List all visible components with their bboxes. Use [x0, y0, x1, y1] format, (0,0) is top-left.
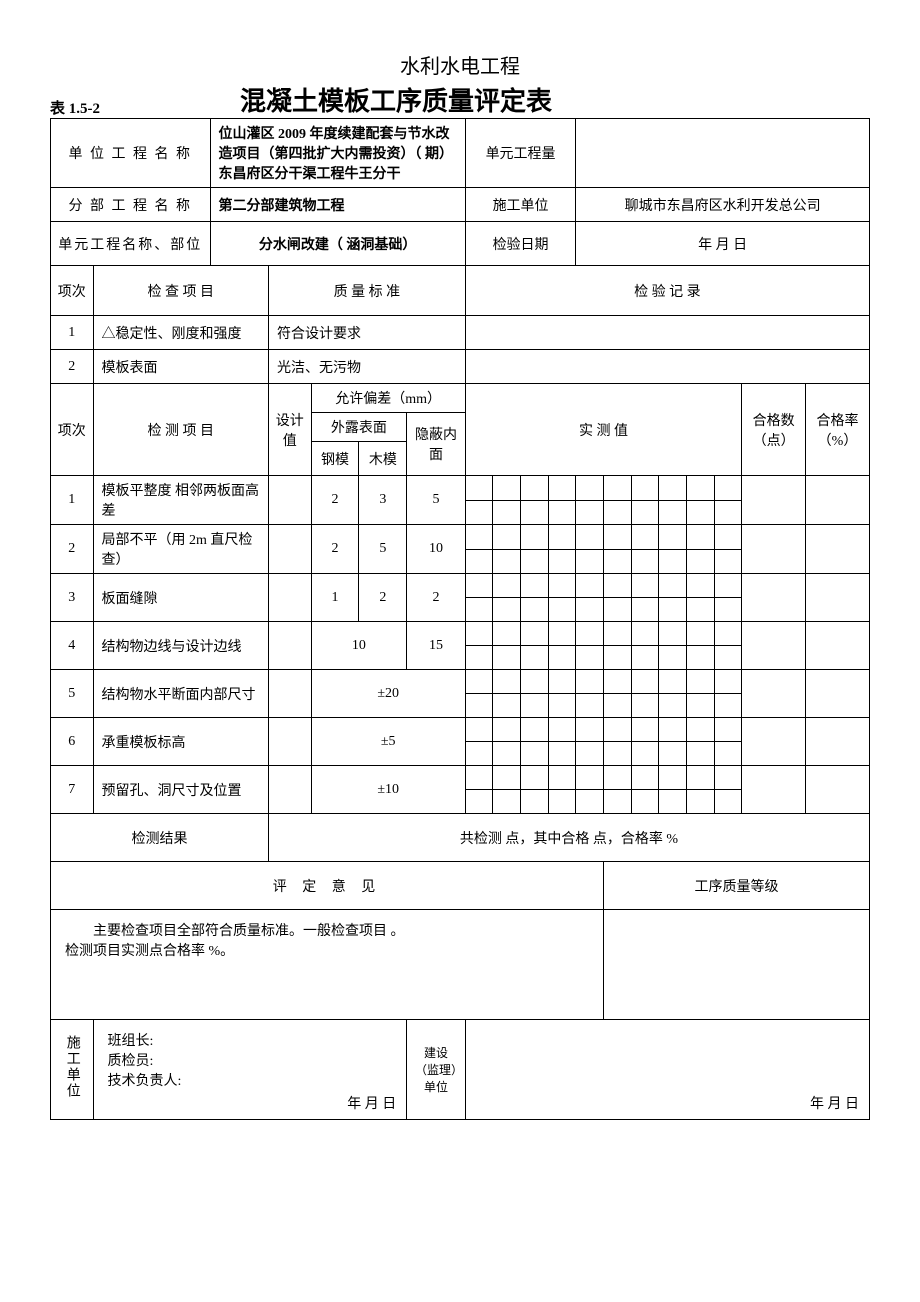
check-record	[465, 350, 869, 384]
division-name-label: 分 部 工 程 名 称	[51, 188, 211, 222]
evaluation-table: 单 位 工 程 名 称 位山灌区 2009 年度续建配套与节水改造项目（第四批扩…	[50, 118, 870, 1120]
measure-seq-header: 项次	[51, 384, 94, 476]
measure-tolerance-header: 允许偏差（mm）	[311, 384, 465, 413]
measure-wood: 2	[359, 574, 407, 622]
unit-project-name-label: 单 位 工 程 名 称	[51, 119, 211, 188]
measure-steel: 2	[311, 525, 359, 574]
unit-part: 分水闸改建（ 涵洞基础）	[210, 222, 465, 266]
measured-cell	[465, 476, 493, 501]
measure-seq: 2	[51, 525, 94, 574]
measure-wood: 5	[359, 525, 407, 574]
opinion-line1: 主要检查项目全部符合质量标准。一般检查项目 。	[65, 920, 589, 940]
supervisor-label: 建设（监理）单位	[407, 1020, 466, 1120]
result-label: 检测结果	[51, 814, 269, 862]
measure-full: ±5	[311, 718, 465, 766]
measure-item: 结构物水平断面内部尺寸	[93, 670, 269, 718]
measure-item: 结构物边线与设计边线	[93, 622, 269, 670]
check-std: 符合设计要求	[269, 316, 466, 350]
tech-lead: 技术负责人:	[108, 1070, 393, 1090]
check-item-header: 检 查 项 目	[93, 266, 269, 316]
measure-passcount-header: 合格数（点）	[742, 384, 806, 476]
measure-combined: 10	[311, 622, 407, 670]
grade-label: 工序质量等级	[603, 862, 869, 910]
hidden-header: 隐蔽内面	[407, 413, 466, 476]
check-seq: 2	[51, 350, 94, 384]
measure-seq: 7	[51, 766, 94, 814]
measure-seq: 4	[51, 622, 94, 670]
exposed-header: 外露表面	[311, 413, 407, 442]
measure-item: 局部不平（用 2m 直尺检查）	[93, 525, 269, 574]
grade-value	[603, 910, 869, 1020]
measure-row: 5 结构物水平断面内部尺寸 ±20	[51, 670, 870, 694]
measure-full: ±10	[311, 766, 465, 814]
check-record-header: 检 验 记 录	[465, 266, 869, 316]
measure-row: 1 模板平整度 相邻两板面高差 2 3 5	[51, 476, 870, 501]
measure-design	[269, 476, 312, 525]
measure-design-header: 设计值	[269, 384, 312, 476]
measure-row: 3 板面缝隙 1 2 2	[51, 574, 870, 598]
measure-hidden: 5	[407, 476, 466, 525]
unit-quantity-label: 单元工程量	[465, 119, 576, 188]
measure-hidden: 10	[407, 525, 466, 574]
check-standard-header: 质 量 标 准	[269, 266, 466, 316]
check-record	[465, 316, 869, 350]
inspect-date: 年 月 日	[576, 222, 870, 266]
measure-hidden: 2	[407, 574, 466, 622]
division-name: 第二分部建筑物工程	[210, 188, 465, 222]
measure-item-header: 检 测 项 目	[93, 384, 269, 476]
measure-row: 6 承重模板标高 ±5	[51, 718, 870, 742]
inspect-date-label: 检验日期	[465, 222, 576, 266]
sign-date-1: 年 月 日	[347, 1093, 396, 1113]
measure-seq: 3	[51, 574, 94, 622]
sign-date-2: 年 月 日	[810, 1093, 859, 1113]
measure-row: 2 局部不平（用 2m 直尺检查） 2 5 10	[51, 525, 870, 550]
check-seq-header: 项次	[51, 266, 94, 316]
constructor-sign-block: 班组长: 质检员: 技术负责人: 年 月 日	[93, 1020, 407, 1120]
unit-part-label: 单元工程名称、部位	[51, 222, 211, 266]
unit-project-name: 位山灌区 2009 年度续建配套与节水改造项目（第四批扩大内需投资）（ 期）东昌…	[210, 119, 465, 188]
measure-steel: 1	[311, 574, 359, 622]
team-leader: 班组长:	[108, 1030, 393, 1050]
main-title: 混凝土模板工序质量评定表	[200, 81, 870, 118]
measure-item: 预留孔、洞尺寸及位置	[93, 766, 269, 814]
measure-value-header: 实 测 值	[465, 384, 741, 476]
constructor-label: 施工单位	[465, 188, 576, 222]
measure-item: 承重模板标高	[93, 718, 269, 766]
measure-row: 4 结构物边线与设计边线 10 15	[51, 622, 870, 646]
steel-header: 钢模	[311, 442, 359, 476]
measure-item: 模板平整度 相邻两板面高差	[93, 476, 269, 525]
check-item: △稳定性、刚度和强度	[93, 316, 269, 350]
measure-passrate-header: 合格率（%）	[806, 384, 870, 476]
qc-inspector: 质检员:	[108, 1050, 393, 1070]
measure-row: 7 预留孔、洞尺寸及位置 ±10	[51, 766, 870, 790]
constructor-value: 聊城市东昌府区水利开发总公司	[576, 188, 870, 222]
check-seq: 1	[51, 316, 94, 350]
passrate-cell	[806, 476, 870, 525]
measure-wood: 3	[359, 476, 407, 525]
opinion-body: 主要检查项目全部符合质量标准。一般检查项目 。 检测项目实测点合格率 %。	[51, 910, 604, 1020]
result-text: 共检测 点，其中合格 点，合格率 %	[269, 814, 870, 862]
supervisor-sign-block: 年 月 日	[465, 1020, 869, 1120]
measure-seq: 6	[51, 718, 94, 766]
measure-seq: 5	[51, 670, 94, 718]
opinion-line2: 检测项目实测点合格率 %。	[65, 940, 589, 960]
wood-header: 木模	[359, 442, 407, 476]
measure-steel: 2	[311, 476, 359, 525]
passcount-cell	[742, 476, 806, 525]
pretitle: 水利水电工程	[50, 50, 870, 79]
check-item: 模板表面	[93, 350, 269, 384]
check-row: 1 △稳定性、刚度和强度 符合设计要求	[51, 316, 870, 350]
check-row: 2 模板表面 光洁、无污物	[51, 350, 870, 384]
opinion-label: 评 定 意 见	[51, 862, 604, 910]
measure-full: ±20	[311, 670, 465, 718]
measure-item: 板面缝隙	[93, 574, 269, 622]
constructor-unit-label: 施工单位	[51, 1020, 94, 1120]
table-number: 表 1.5-2	[50, 97, 200, 118]
measure-hidden: 15	[407, 622, 466, 670]
unit-quantity	[576, 119, 870, 188]
measure-seq: 1	[51, 476, 94, 525]
check-std: 光洁、无污物	[269, 350, 466, 384]
